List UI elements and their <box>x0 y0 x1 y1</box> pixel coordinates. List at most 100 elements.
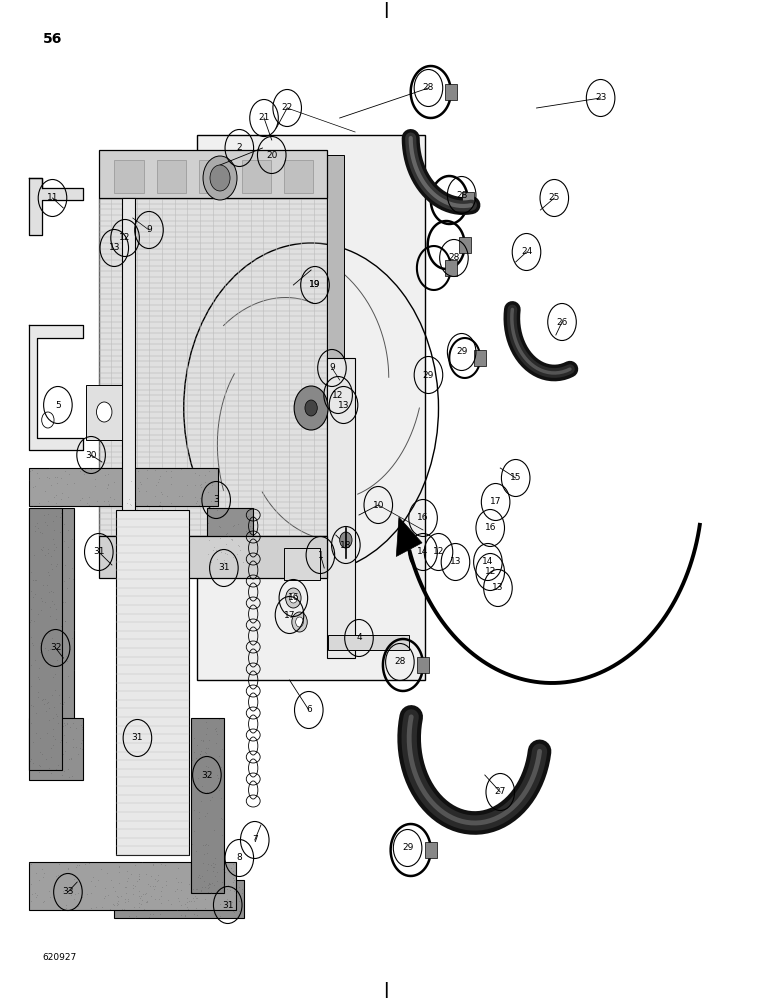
Text: 15: 15 <box>510 474 521 483</box>
Point <box>32 665 44 681</box>
Circle shape <box>305 400 317 416</box>
Point <box>50 652 63 668</box>
Circle shape <box>42 412 54 428</box>
Bar <box>197 135 425 680</box>
Point <box>71 857 83 873</box>
Point <box>52 531 64 547</box>
Point <box>218 554 231 570</box>
Point <box>174 874 187 890</box>
Point <box>74 463 86 479</box>
Point <box>228 517 240 533</box>
Point <box>178 896 191 912</box>
Point <box>98 467 110 483</box>
Point <box>205 475 218 491</box>
Text: 18: 18 <box>340 540 351 550</box>
Point <box>43 883 56 899</box>
Text: 12: 12 <box>120 233 130 242</box>
Point <box>62 668 74 684</box>
Point <box>214 519 226 535</box>
Point <box>46 698 58 714</box>
Point <box>28 613 40 629</box>
Point <box>32 764 45 780</box>
Point <box>208 822 220 838</box>
Point <box>201 759 214 775</box>
Point <box>155 856 168 872</box>
Point <box>218 877 230 893</box>
Point <box>48 489 60 505</box>
Point <box>48 737 60 753</box>
Point <box>120 495 133 511</box>
Circle shape <box>203 156 237 200</box>
Point <box>23 472 36 488</box>
Text: 5: 5 <box>55 400 61 410</box>
Text: 13: 13 <box>493 583 503 592</box>
Point <box>227 874 239 890</box>
Point <box>39 691 51 707</box>
Point <box>28 519 40 535</box>
Point <box>207 863 219 879</box>
Point <box>231 553 243 569</box>
Point <box>39 514 52 530</box>
Point <box>133 868 145 884</box>
Circle shape <box>340 532 352 548</box>
Point <box>37 716 49 732</box>
Point <box>83 489 95 505</box>
Point <box>62 860 74 876</box>
Point <box>57 746 69 762</box>
Point <box>25 876 37 892</box>
Point <box>192 497 205 513</box>
Point <box>60 885 73 901</box>
Point <box>56 602 69 618</box>
Point <box>133 871 145 887</box>
Point <box>34 635 46 651</box>
Point <box>205 493 217 509</box>
Point <box>27 479 39 495</box>
Point <box>172 488 185 504</box>
Point <box>209 856 222 872</box>
Point <box>208 868 221 884</box>
Point <box>141 893 153 909</box>
Point <box>52 515 64 531</box>
Point <box>42 642 54 658</box>
Point <box>242 524 255 540</box>
Point <box>52 722 65 738</box>
Point <box>72 746 84 762</box>
Point <box>214 541 226 557</box>
Point <box>32 757 45 773</box>
Point <box>62 761 74 777</box>
Point <box>194 870 206 886</box>
Point <box>165 469 178 485</box>
Point <box>56 485 68 501</box>
Point <box>216 874 229 890</box>
Point <box>194 746 206 762</box>
Text: 17: 17 <box>284 610 295 619</box>
Point <box>213 879 225 895</box>
Point <box>191 869 204 885</box>
Point <box>64 719 76 735</box>
Point <box>104 872 117 888</box>
Point <box>42 566 55 582</box>
Point <box>56 696 69 712</box>
Point <box>242 530 255 546</box>
Point <box>203 876 215 892</box>
Point <box>181 894 194 910</box>
Point <box>59 897 72 913</box>
Point <box>60 900 73 916</box>
Point <box>45 548 57 564</box>
Text: 32: 32 <box>201 770 212 780</box>
Point <box>66 715 79 731</box>
Point <box>44 608 56 624</box>
Point <box>29 572 42 588</box>
Bar <box>462 192 474 208</box>
Point <box>49 487 62 503</box>
Point <box>56 749 68 765</box>
Point <box>56 618 68 634</box>
Point <box>127 880 139 896</box>
Point <box>132 871 144 887</box>
Point <box>215 790 227 806</box>
Point <box>228 881 240 897</box>
Point <box>42 700 55 716</box>
Point <box>33 541 46 557</box>
Point <box>127 886 140 902</box>
Point <box>53 509 66 525</box>
